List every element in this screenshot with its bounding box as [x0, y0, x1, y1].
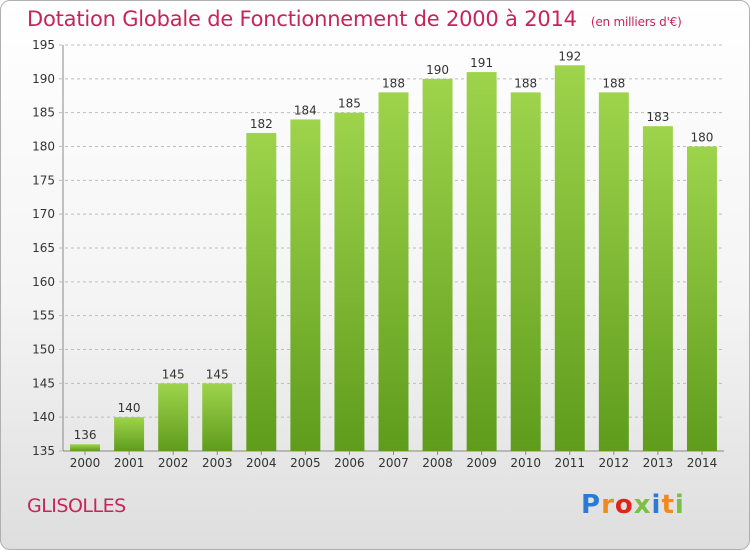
proxiti-logo: Proxiti — [581, 490, 685, 520]
y-tick-label: 145 — [32, 376, 55, 390]
value-label: 184 — [294, 103, 317, 117]
bar-2011 — [554, 65, 585, 452]
logo-letter: P — [581, 490, 602, 520]
value-label: 190 — [426, 63, 449, 77]
logo-letter: o — [614, 490, 634, 520]
bar-2007 — [378, 92, 409, 451]
value-labels: 136 140 145 145 182 184 185 188 190 191 188 192 188 1… — [74, 49, 714, 442]
value-label: 145 — [162, 367, 185, 381]
x-tick-label: 2002 — [158, 456, 189, 470]
x-tick-label: 2004 — [246, 456, 277, 470]
x-tick-label: 2003 — [202, 456, 233, 470]
value-label: 185 — [338, 97, 361, 111]
x-tick-label: 2005 — [290, 456, 321, 470]
value-label: 192 — [558, 49, 581, 63]
bar-2006 — [334, 112, 365, 452]
value-label: 180 — [691, 131, 714, 145]
value-label: 188 — [602, 76, 625, 90]
chart-subtitle: (en milliers d'€) — [590, 15, 682, 29]
x-tick-label: 2008 — [422, 456, 453, 470]
bar-2005 — [290, 119, 321, 451]
value-label: 182 — [250, 117, 273, 131]
bar-2008 — [422, 78, 453, 451]
x-tick-label: 2014 — [687, 456, 718, 470]
value-label: 188 — [382, 76, 405, 90]
x-tick-label: 2012 — [599, 456, 630, 470]
x-tick-label: 2013 — [643, 456, 674, 470]
y-tick-label: 190 — [32, 72, 55, 86]
value-label: 145 — [206, 367, 229, 381]
value-label: 140 — [118, 401, 141, 415]
value-label: 183 — [646, 110, 669, 124]
bar-2004 — [246, 132, 277, 451]
y-tick-label: 165 — [32, 241, 55, 255]
bar-2009 — [466, 72, 497, 452]
x-tick-label: 2007 — [378, 456, 409, 470]
y-tick-label: 170 — [32, 207, 55, 221]
y-tick-label: 160 — [32, 275, 55, 289]
x-tick-label: 2000 — [70, 456, 101, 470]
x-tick-label: 2010 — [510, 456, 541, 470]
logo-letter: t — [661, 490, 675, 520]
y-tick-label: 155 — [32, 309, 55, 323]
logo-letter: r — [601, 490, 615, 520]
x-tick-label: 2009 — [466, 456, 497, 470]
y-tick-label: 175 — [32, 173, 55, 187]
bar-2003 — [202, 383, 233, 451]
logo-letter: i — [651, 490, 662, 520]
value-label: 136 — [74, 428, 97, 442]
value-label: 191 — [470, 56, 493, 70]
y-tick-label: 180 — [32, 140, 55, 154]
bar-2012 — [598, 92, 629, 451]
chart-title: Dotation Globale de Fonctionnement de 20… — [27, 7, 682, 31]
y-tick-label: 135 — [32, 444, 55, 458]
bar-2000 — [70, 444, 101, 451]
x-tick-label: 2011 — [554, 456, 585, 470]
town-name: GLISOLLES — [27, 495, 126, 517]
value-label: 188 — [514, 76, 537, 90]
bar-2001 — [114, 417, 145, 451]
y-tick-label: 195 — [32, 38, 55, 52]
y-tick-label: 150 — [32, 343, 55, 357]
chart-title-text: Dotation Globale de Fonctionnement de 20… — [27, 7, 577, 31]
bar-2010 — [510, 92, 541, 451]
y-tick-label: 140 — [32, 410, 55, 424]
bar-2013 — [642, 126, 673, 451]
bar-2002 — [158, 383, 189, 451]
logo-letter: i — [674, 490, 685, 520]
bars — [70, 65, 717, 452]
logo-letter: x — [633, 490, 652, 520]
x-tick-label: 2001 — [114, 456, 145, 470]
bar-2014 — [686, 146, 717, 451]
y-tick-label: 185 — [32, 106, 55, 120]
x-tick-label: 2006 — [334, 456, 365, 470]
